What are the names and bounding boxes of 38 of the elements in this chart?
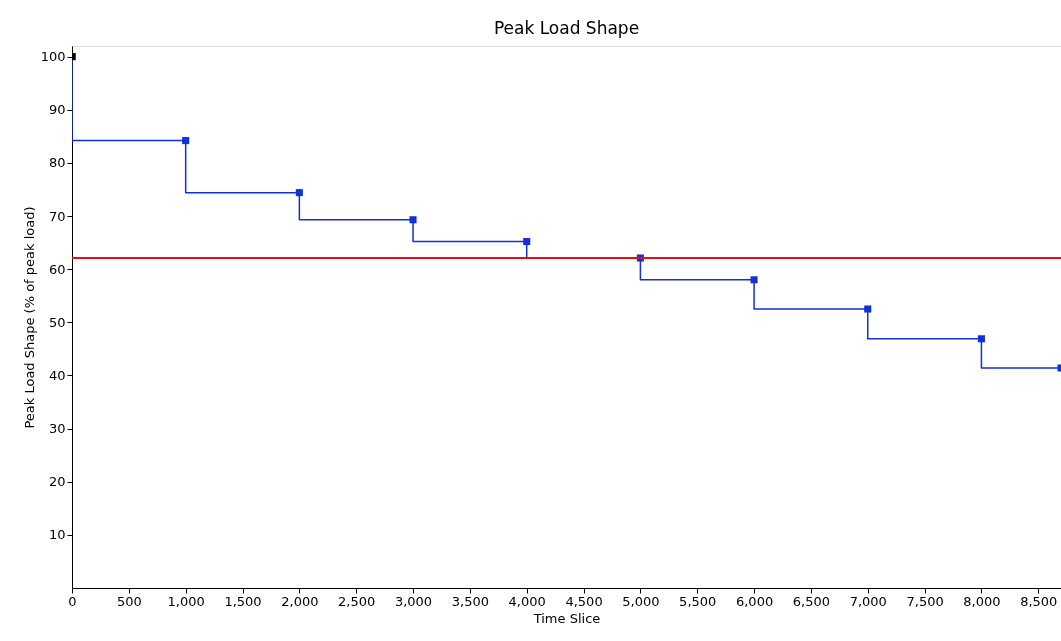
point xyxy=(409,216,417,224)
point xyxy=(523,238,531,246)
y-tick-label: 100 xyxy=(40,49,66,65)
x-tick-label: 6,000 xyxy=(735,593,774,609)
x-tick-label: 7,500 xyxy=(906,593,944,609)
x-tick-label: 5,500 xyxy=(679,593,717,609)
point xyxy=(864,305,872,313)
x-axis-title: Time Slice xyxy=(532,610,601,626)
x-tick-label: 1,000 xyxy=(167,593,205,609)
x-tick-label: 1,500 xyxy=(224,593,262,609)
y-tick-label: 70 xyxy=(48,208,66,224)
y-tick-label: 60 xyxy=(48,261,66,277)
y-tick-label: 80 xyxy=(48,155,66,171)
point xyxy=(182,137,190,145)
y-tick-label: 50 xyxy=(48,314,66,330)
y-tick-label: 90 xyxy=(48,102,66,118)
x-tick-label: 4,000 xyxy=(508,593,546,609)
y-tick-label: 20 xyxy=(48,474,66,490)
point xyxy=(977,335,985,343)
x-tick-label: 4,500 xyxy=(565,593,603,609)
x-tick-label: 8,000 xyxy=(963,593,1001,609)
x-tick-label: 8,500 xyxy=(1020,593,1058,609)
x-tick-label: 6,500 xyxy=(792,593,831,609)
x-tick-label: 7,000 xyxy=(849,593,887,609)
chart-title: Peak Load Shape xyxy=(493,18,640,38)
point xyxy=(295,189,303,197)
y-tick-label: 30 xyxy=(48,421,66,437)
x-tick-label: 2,500 xyxy=(338,593,376,609)
x-tick-label: 2,000 xyxy=(281,593,319,609)
y-tick-label: 10 xyxy=(48,527,66,543)
x-tick-label: 500 xyxy=(116,593,142,609)
point xyxy=(750,276,758,284)
x-tick-label: 5,000 xyxy=(622,593,660,609)
x-tick-label: 3,000 xyxy=(394,593,433,609)
y-tick-label: 40 xyxy=(48,367,66,383)
x-tick-label: 0 xyxy=(68,593,77,609)
y-axis-title: Peak Load Shape (% of peak load) xyxy=(21,206,37,429)
x-tick-label: 3,500 xyxy=(451,593,489,609)
